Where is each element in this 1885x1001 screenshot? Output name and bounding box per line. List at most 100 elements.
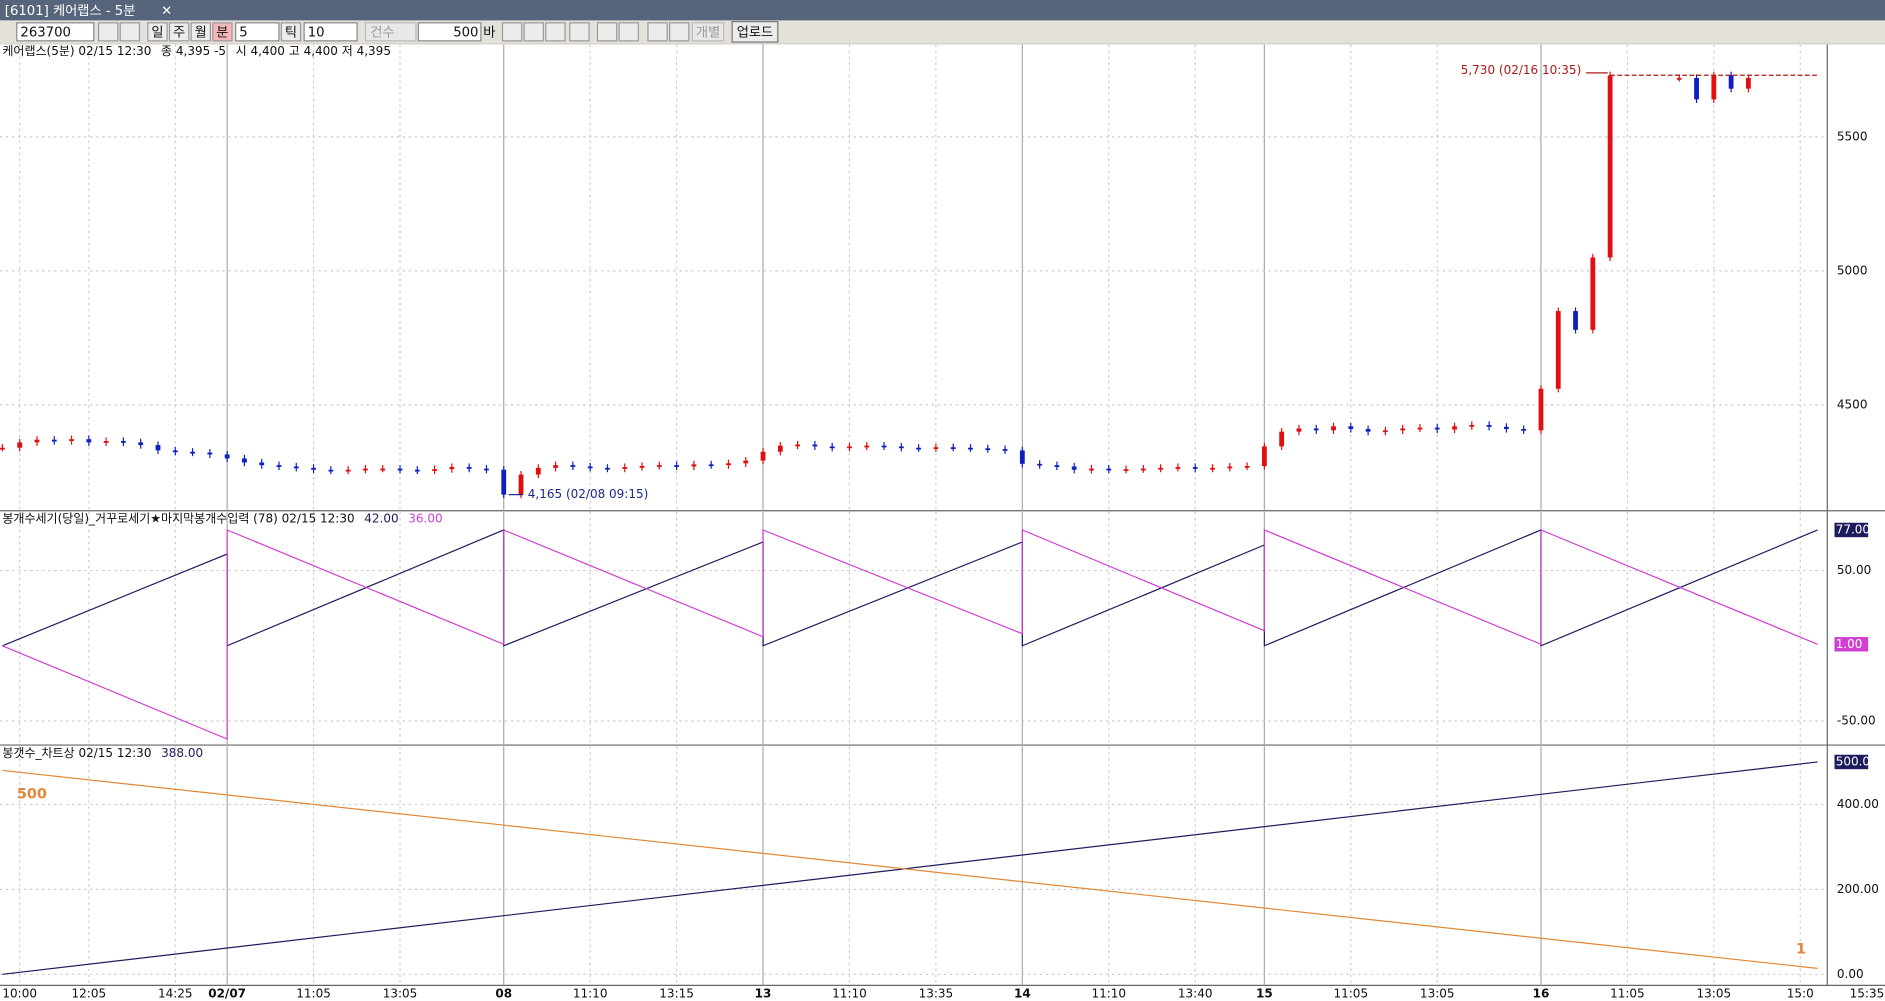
day-label: 일: [151, 24, 163, 40]
candle: [1555, 311, 1561, 389]
month-button[interactable]: [190, 22, 211, 42]
bars-text: 500: [453, 25, 478, 40]
x-tick-label: 14: [1014, 986, 1031, 1000]
code-input[interactable]: [16, 22, 95, 42]
candle: [363, 468, 368, 471]
week-button[interactable]: [168, 22, 190, 42]
bars-unit: 바: [483, 24, 495, 40]
individual-label: 개별: [696, 24, 720, 40]
chart-area: [0, 44, 1885, 1001]
candle: [1158, 467, 1164, 470]
x-tick-label: 11:05: [1610, 986, 1645, 1000]
close-button[interactable]: ✕: [161, 4, 172, 19]
candle: [1002, 449, 1008, 451]
candle: [1503, 426, 1509, 429]
tool-button[interactable]: [545, 22, 566, 42]
minute-label: 분: [216, 25, 228, 40]
candle: [1728, 75, 1734, 89]
candle: [1106, 468, 1112, 471]
candle: [172, 450, 178, 453]
y-tick-label: 400.00: [1837, 797, 1879, 811]
search-button[interactable]: [97, 22, 119, 42]
x-tick-label: 14:25: [158, 986, 193, 1000]
upload-button[interactable]: [731, 21, 779, 43]
y-tick-label: 0.00: [1837, 967, 1864, 981]
period-select[interactable]: [235, 22, 280, 42]
candle: [224, 454, 230, 459]
current-value-label: 1.00: [1836, 637, 1863, 651]
candle: [1676, 77, 1682, 80]
tool-button[interactable]: [523, 22, 544, 42]
candle: [1037, 463, 1043, 466]
x-tick-label: 02/07: [208, 986, 246, 1000]
series-line: [2, 529, 1818, 647]
x-tick-label: 12:05: [72, 986, 107, 1000]
candle: [311, 467, 316, 470]
candle: [726, 463, 731, 466]
candle: [1071, 466, 1077, 470]
candle: [1279, 431, 1285, 447]
tick-button[interactable]: [280, 22, 302, 42]
candle: [86, 439, 92, 443]
x-tick-label: 15: [1256, 986, 1273, 1000]
candle: [0, 447, 5, 450]
tool-button[interactable]: [618, 22, 639, 42]
x-tick-label: 13:05: [1420, 986, 1455, 1000]
tool-button[interactable]: [647, 22, 668, 42]
y-tick-label: 200.00: [1837, 882, 1879, 896]
day-button[interactable]: [147, 22, 168, 42]
candle: [259, 462, 265, 466]
x-tick-label: 08: [495, 986, 512, 1000]
tick-select[interactable]: [303, 22, 358, 42]
panel-header: 봉개수세기(당일)_거꾸로세기★마지막봉개수입력 (78) 02/15 12:3…: [2, 512, 354, 526]
tool-button[interactable]: [501, 22, 523, 42]
tool-button[interactable]: [569, 22, 590, 42]
candle: [1590, 257, 1596, 330]
minute-button[interactable]: [212, 22, 233, 42]
candle: [535, 467, 541, 475]
candle: [17, 442, 23, 448]
candle: [484, 468, 489, 471]
bars-input[interactable]: [417, 22, 482, 42]
individual-button[interactable]: [691, 22, 725, 42]
y-tick-label: 5500: [1837, 129, 1868, 143]
x-tick-label: 13:35: [919, 986, 954, 1000]
count-select[interactable]: [364, 22, 417, 42]
candle: [1469, 424, 1475, 427]
candle: [1607, 75, 1613, 258]
series-annotation: 1: [1796, 941, 1806, 957]
series-annotation: 500: [17, 786, 47, 802]
candle: [1400, 428, 1406, 431]
candle: [1382, 430, 1388, 433]
candle: [898, 446, 904, 449]
candle: [1521, 428, 1527, 431]
current-value-box: [1834, 754, 1869, 770]
candle: [1365, 428, 1371, 432]
panel-header: 케어랩스(5분) 02/15 12:30: [2, 44, 151, 58]
candle: [207, 452, 213, 455]
tick-count: 10: [308, 25, 325, 40]
candle: [518, 474, 524, 495]
candle: [1296, 428, 1302, 432]
tool-button[interactable]: [596, 22, 618, 42]
candle: [933, 447, 939, 450]
search-button-2[interactable]: [119, 22, 141, 42]
x-tick-label: 11:05: [296, 986, 331, 1000]
candle: [121, 441, 126, 443]
candle: [138, 442, 144, 446]
y-tick-label: 4500: [1837, 397, 1868, 411]
candle: [743, 460, 749, 464]
panel-header: 388.00: [161, 746, 203, 760]
y-tick-label: 5000: [1837, 263, 1868, 277]
candle: [432, 469, 437, 471]
candle: [1244, 465, 1250, 468]
candle: [1019, 450, 1025, 464]
series-line: [2, 761, 1818, 975]
tool-button[interactable]: [669, 22, 690, 42]
panel-header: 36.00: [408, 512, 442, 526]
candle: [968, 447, 973, 450]
y-tick-label: -50.00: [1837, 713, 1876, 727]
current-value-box: [1834, 522, 1869, 538]
candle: [34, 439, 40, 443]
candle: [1192, 467, 1198, 469]
